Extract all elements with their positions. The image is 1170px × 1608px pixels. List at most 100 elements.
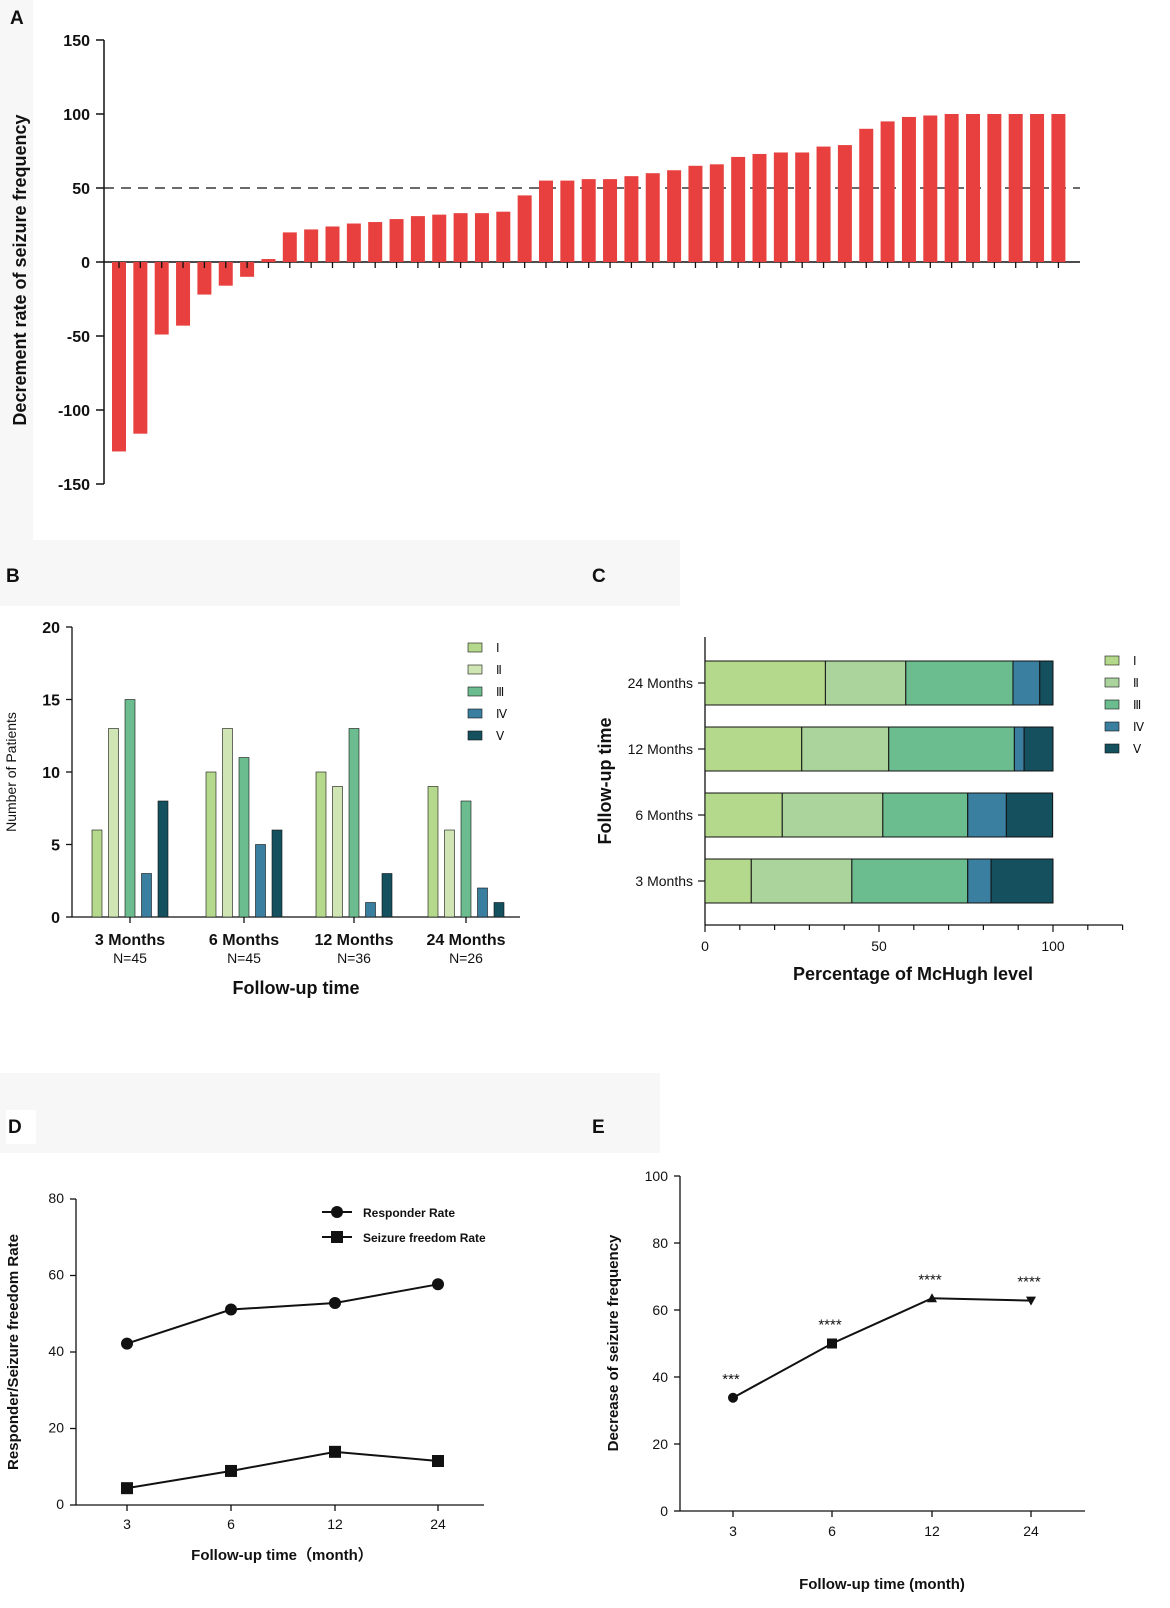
- panel-b-category-label: 6 Months: [209, 932, 279, 949]
- panel-d-letter: D: [8, 1117, 22, 1138]
- panel-a-bar: [581, 179, 596, 262]
- panel-a-bar: [368, 222, 383, 262]
- panel-b-bar: [477, 887, 488, 918]
- panel-b-legend-swatch: [467, 730, 483, 741]
- panel-b-y-tick-label: 10: [42, 765, 60, 782]
- panel-c-bar-segment: [990, 858, 1054, 904]
- panel-c-category-label: 12 Months: [628, 741, 693, 757]
- panel-a-bar: [410, 216, 425, 262]
- panel-c-bar-segment: [905, 660, 1014, 706]
- panel-b-bar: [348, 728, 360, 918]
- panel-d-point: [329, 1445, 341, 1458]
- panel-a-bar: [1030, 114, 1045, 262]
- panel-d-point: [225, 1464, 237, 1477]
- panel-a-bar: [1051, 114, 1066, 262]
- panel-a-bar: [731, 156, 746, 262]
- panel-c-bar-segment: [704, 660, 826, 706]
- panel-a-bar: [496, 211, 511, 262]
- panel-a-bar: [282, 232, 297, 262]
- panel-a-bar: [667, 170, 682, 262]
- panel-a-bar: [176, 262, 191, 326]
- panel-b-bar: [427, 786, 439, 918]
- panel-a-bar: [1008, 114, 1023, 262]
- panel-b-legend-label: Ⅲ: [496, 685, 504, 699]
- panel-a-y-tick-label: 150: [63, 33, 90, 50]
- panel-e-y-tick-label: 60: [652, 1302, 668, 1318]
- panel-b-bar: [315, 771, 327, 918]
- panel-b-legend-label: Ⅰ: [496, 641, 500, 655]
- panel-b-category-n: N=45: [113, 950, 147, 966]
- panel-c-category-label: 6 Months: [635, 807, 693, 823]
- panel-d-x-axis-title: Follow-up time（month）: [191, 1546, 373, 1564]
- panel-a-bar: [603, 179, 618, 262]
- panel-a-bar: [346, 223, 361, 262]
- panel-c-bar-segment: [967, 792, 1007, 838]
- panel-e-letter: E: [592, 1117, 605, 1138]
- panel-c-legend-label: Ⅰ: [1133, 654, 1137, 668]
- panel-b-y-tick-label: 5: [51, 838, 60, 855]
- panel-c-letter: C: [592, 566, 606, 587]
- panel-b-bar: [157, 800, 169, 918]
- panel-d-point: [432, 1455, 444, 1468]
- panel-c-category-label: 24 Months: [628, 675, 693, 691]
- panel-a-y-tick-label: -50: [67, 329, 90, 346]
- panel-d-x-tick-label: 24: [430, 1516, 446, 1532]
- panel-a-bar: [859, 128, 874, 262]
- panel-d-y-tick-label: 0: [56, 1496, 64, 1512]
- panel-c-bar-segment: [1005, 792, 1054, 838]
- panel-d-legend-label: Seizure freedom Rate: [363, 1231, 486, 1245]
- panel-c-bar-segment: [882, 792, 969, 838]
- panel-a-bar: [923, 115, 938, 262]
- panel-a-bar: [709, 164, 724, 262]
- panel-d-y-tick-label: 40: [48, 1343, 64, 1359]
- panel-a-y-tick-label: 0: [81, 255, 90, 272]
- panel-c-legend-label: Ⅴ: [1133, 742, 1142, 756]
- panel-d-x-tick-label: 3: [123, 1516, 131, 1532]
- panel-e-significance-label: ****: [918, 1271, 942, 1288]
- panel-a-bar: [261, 259, 276, 262]
- panel-e-x-axis-title: Follow-up time (month): [799, 1576, 965, 1593]
- panel-d-legend-marker: [331, 1231, 343, 1243]
- panel-a-bar: [901, 116, 916, 263]
- panel-a-bar: [944, 114, 959, 262]
- panel-a-bar: [197, 262, 212, 295]
- panel-d-y-tick-label: 60: [48, 1267, 64, 1283]
- panel-a-y-tick-label: 50: [72, 181, 90, 198]
- panel-a-y-tick-label: -150: [58, 477, 90, 494]
- panel-a-y-tick-label: -100: [58, 403, 90, 420]
- panel-d-legend-marker: [331, 1206, 343, 1218]
- panel-a-bar: [752, 153, 767, 262]
- panel-e-y-tick-label: 80: [652, 1235, 668, 1251]
- panel-c-x-tick-label: 100: [1041, 938, 1065, 954]
- panel-c-bar-segment: [704, 858, 752, 904]
- panel-b-legend-label: Ⅴ: [496, 729, 505, 743]
- panel-e-point: [927, 1293, 937, 1303]
- panel-a-bar: [880, 121, 895, 263]
- panel-e-point: [827, 1338, 837, 1349]
- panel-c: C 0 50 100 Percentage of McHugh level Follow-…: [592, 566, 1144, 984]
- panel-e-x-tick-label: 24: [1023, 1523, 1039, 1539]
- panel-a-bar: [432, 214, 447, 262]
- panel-b-category-label: 24 Months: [426, 932, 505, 949]
- panel-c-y-axis-title: Follow-up time: [595, 718, 615, 845]
- panel-b-bar: [365, 902, 376, 918]
- panel-a-bar: [389, 219, 404, 262]
- panel-a-bar: [773, 152, 788, 262]
- panel-d-point: [121, 1482, 133, 1495]
- panel-d-header-band: [0, 1073, 660, 1153]
- panel-a-bar: [816, 146, 831, 262]
- panel-a-bar: [539, 180, 553, 262]
- panel-d-legend-label: Responder Rate: [363, 1206, 455, 1220]
- panel-d-y-axis-title: Responder/Seizure freedom Rate: [5, 1234, 22, 1470]
- panel-c-legend-label: Ⅳ: [1133, 720, 1144, 734]
- panel-d-y-tick-label: 20: [48, 1420, 64, 1436]
- panel-d: D 0 20 40 60 80 3 6 12 24 Follow-up time（month） Res…: [5, 1117, 486, 1564]
- panel-b-y-tick-label: 20: [42, 620, 60, 637]
- panel-b-category-n: N=45: [227, 950, 261, 966]
- panel-b-legend-label: Ⅱ: [496, 663, 502, 677]
- panel-d-point: [225, 1303, 237, 1316]
- panel-c-legend-label: Ⅲ: [1133, 698, 1141, 712]
- panel-e: E 0 20 40 60 80 100 3 6 12 24 Follow-up time (month…: [592, 1117, 1085, 1593]
- panel-b-legend-swatch: [467, 708, 483, 719]
- panel-b-bar: [205, 771, 217, 918]
